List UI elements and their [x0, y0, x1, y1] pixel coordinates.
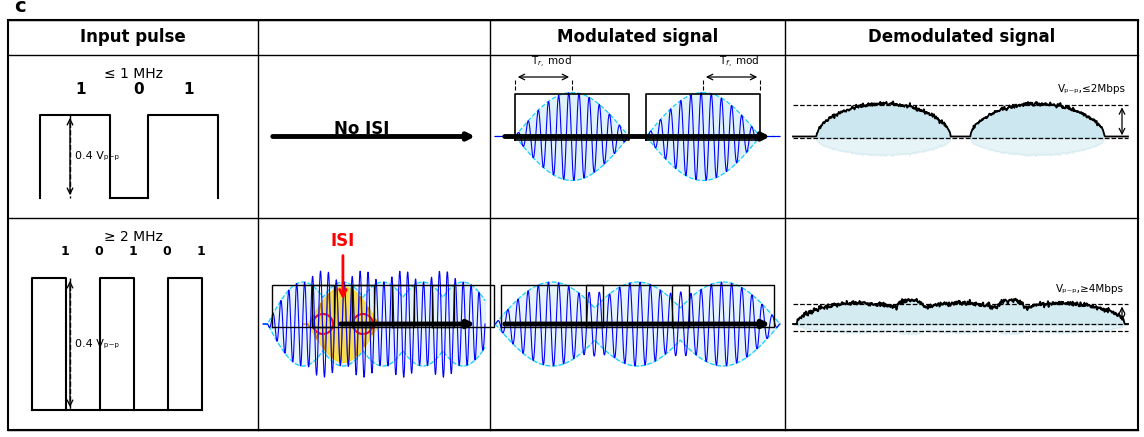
Text: 1: 1 — [76, 82, 86, 97]
Text: ≥ 2 MHz: ≥ 2 MHz — [104, 230, 162, 244]
Text: Vₚ₋ₚ,≤2Mbps: Vₚ₋ₚ,≤2Mbps — [1058, 84, 1126, 94]
Text: 0.4 Vₚ₋ₚ: 0.4 Vₚ₋ₚ — [76, 152, 119, 162]
Text: T$_{r,}$ mod: T$_{r,}$ mod — [531, 55, 572, 70]
Text: 0: 0 — [95, 245, 103, 258]
Text: T$_{f,}$ mod: T$_{f,}$ mod — [720, 55, 760, 70]
Text: 0: 0 — [134, 82, 144, 97]
Text: 1: 1 — [197, 245, 206, 258]
Text: 1: 1 — [61, 245, 70, 258]
Text: Vₚ₋ₚ,≥4Mbps: Vₚ₋ₚ,≥4Mbps — [1056, 284, 1125, 294]
Text: 0: 0 — [162, 245, 172, 258]
Text: No ISI: No ISI — [334, 119, 390, 138]
Text: 1: 1 — [184, 82, 194, 97]
Text: Input pulse: Input pulse — [80, 28, 185, 46]
Text: Modulated signal: Modulated signal — [557, 28, 718, 46]
Text: 1: 1 — [128, 245, 137, 258]
Text: 0.4 Vₚ₋ₚ: 0.4 Vₚ₋ₚ — [76, 339, 119, 349]
Text: Demodulated signal: Demodulated signal — [868, 28, 1055, 46]
Text: ≤ 1 MHz: ≤ 1 MHz — [103, 67, 162, 81]
Text: ISI: ISI — [331, 232, 355, 296]
Text: c: c — [14, 0, 25, 16]
